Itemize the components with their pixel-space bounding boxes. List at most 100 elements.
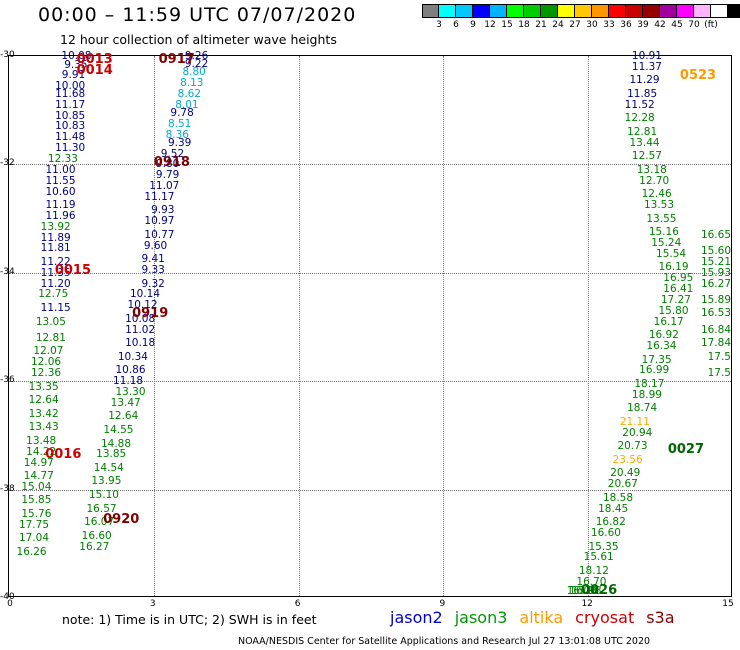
wave-height-value: 9.22 xyxy=(184,58,209,71)
wave-height-value: 12.81 xyxy=(35,331,66,344)
color-scale-label: 33 xyxy=(603,20,615,30)
wave-height-value: 10.77 xyxy=(144,228,175,241)
wave-height-value: 13.47 xyxy=(110,396,141,409)
wave-height-value: 14.22 xyxy=(26,445,57,458)
wave-height-value: 10.85 xyxy=(55,109,86,122)
color-scale-bar xyxy=(422,4,740,18)
wave-height-value: 16.70 xyxy=(576,575,607,588)
wave-height-value: 11.07 xyxy=(149,180,180,193)
x-tick-label: 0 xyxy=(7,599,13,609)
wave-height-value: 16.27 xyxy=(700,277,731,290)
legend-item-s3a: s3a xyxy=(646,608,675,627)
wave-height-value: 11.22 xyxy=(40,255,71,268)
wave-height-value: 13.85 xyxy=(96,448,127,461)
wave-height-value: 11.00 xyxy=(45,163,76,176)
wave-height-value: 11.29 xyxy=(629,74,660,87)
wave-height-value: 17.5 xyxy=(707,367,731,380)
y-tick-label: -30 xyxy=(0,50,15,60)
grid-line-vertical xyxy=(443,56,445,596)
wave-height-value: 16.92 xyxy=(648,329,679,342)
wave-height-value: 15.85 xyxy=(21,494,52,507)
wave-height-value: 10.91 xyxy=(631,50,662,62)
wave-height-value: 15.10 xyxy=(88,489,119,502)
wave-height-value: 13.55 xyxy=(646,212,677,225)
wave-height-value: 16.99 xyxy=(639,364,670,377)
pass-time-label: 0015 xyxy=(54,263,92,279)
wave-height-value: 8.01 xyxy=(175,98,199,111)
color-scale-cell xyxy=(711,4,728,18)
color-scale-label: 18 xyxy=(518,20,530,30)
wave-height-value: 15.93 xyxy=(571,585,602,597)
color-scale-label: 6 xyxy=(453,20,459,30)
wave-height-value: 11.02 xyxy=(125,323,156,336)
wave-height-value: 9.93 xyxy=(151,204,175,217)
grid-line-horizontal xyxy=(9,489,731,491)
wave-height-value: 10.08 xyxy=(61,50,92,62)
wave-height-value: 11.17 xyxy=(55,98,86,111)
wave-height-value: 8.51 xyxy=(167,117,192,130)
color-scale-label: 36 xyxy=(620,20,632,30)
wave-height-value: 18.99 xyxy=(631,388,662,401)
wave-height-value: 11.17 xyxy=(144,190,175,203)
wave-height-value: 16.27 xyxy=(79,540,110,553)
wave-height-value: 8.13 xyxy=(180,77,204,90)
satellite-legend: jason2 jason3 altika cryosat s3a xyxy=(390,608,687,627)
wave-height-value: 16.57 xyxy=(86,502,117,515)
wave-height-value: 12.46 xyxy=(641,188,672,201)
wave-height-value: 16.17 xyxy=(653,315,684,328)
wave-height-value: 15.61 xyxy=(583,551,614,564)
footnote: note: 1) Time is in UTC; 2) SWH is in fe… xyxy=(62,612,317,627)
wave-height-value: 10.60 xyxy=(45,185,76,198)
wave-height-value: 16.53 xyxy=(700,307,731,320)
wave-height-value: 11.85 xyxy=(627,87,658,100)
wave-height-value: 12.70 xyxy=(639,174,670,187)
wave-height-value: 18.58 xyxy=(602,491,634,504)
map-plot-area: 10.08 9.35 9.91 10.00 11.68 11.17 10.85 10.83 11… xyxy=(8,51,732,598)
wave-height-value: 12.07 xyxy=(33,345,64,358)
wave-height-value: 15.80 xyxy=(658,304,689,317)
wave-height-value: 9.52 xyxy=(160,147,185,160)
y-tick-label: -36 xyxy=(0,375,15,386)
wave-height-value: 16.19 xyxy=(658,261,689,274)
color-scale-label: (ft) xyxy=(704,20,718,30)
wave-height-value: 10.97 xyxy=(144,215,175,228)
color-scale-cell xyxy=(609,4,626,18)
wave-height-value: 17.35 xyxy=(641,353,672,366)
wave-height-value: 11.37 xyxy=(631,60,662,73)
wave-height-value: 10.86 xyxy=(115,364,146,377)
wave-height-value: 16.34 xyxy=(646,339,677,352)
wave-height-value: 10.00 xyxy=(55,79,86,92)
wave-height-value: 18.12 xyxy=(578,564,609,577)
wave-height-value: 8.62 xyxy=(177,87,202,100)
wave-height-value: 11.55 xyxy=(45,174,76,187)
color-scale-label: 30 xyxy=(586,20,598,30)
color-scale-cell xyxy=(422,4,439,18)
wave-height-value: 12.36 xyxy=(31,367,62,380)
x-tick-label: 9 xyxy=(439,599,446,609)
wave-height-value: 13.48 xyxy=(26,434,57,447)
pass-time-label: 0026 xyxy=(580,583,618,598)
x-tick-label: 6 xyxy=(294,599,301,609)
color-scale-cell xyxy=(456,4,473,18)
color-scale-label: 21 xyxy=(535,20,547,30)
wave-height-value: 16.07 xyxy=(84,516,115,529)
x-tick-label: 15 xyxy=(722,599,734,609)
wave-height-value: 16.41 xyxy=(663,283,694,296)
pass-time-label: 0523 xyxy=(679,67,717,83)
wave-height-value: 14.88 xyxy=(100,437,132,450)
color-scale-cell xyxy=(626,4,643,18)
wave-height-value: 17.84 xyxy=(700,337,731,350)
wave-height-value: 11.52 xyxy=(624,98,655,111)
wave-height-value: 11.18 xyxy=(113,375,144,388)
y-tick-label: -34 xyxy=(0,266,15,277)
grid-line-vertical xyxy=(153,56,155,596)
x-tick-label: 3 xyxy=(149,599,156,609)
wave-height-value: 13.43 xyxy=(28,421,59,434)
color-scale-label: 70 xyxy=(688,20,700,30)
wave-height-value: 15.16 xyxy=(648,226,679,239)
wave-height-value: 16.82 xyxy=(595,516,626,529)
legend-item-altika: altika xyxy=(519,608,564,627)
pass-time-label: 0918 xyxy=(153,154,190,170)
wave-height-value: 13.35 xyxy=(28,380,59,393)
wave-height-value: 11.30 xyxy=(55,142,86,155)
